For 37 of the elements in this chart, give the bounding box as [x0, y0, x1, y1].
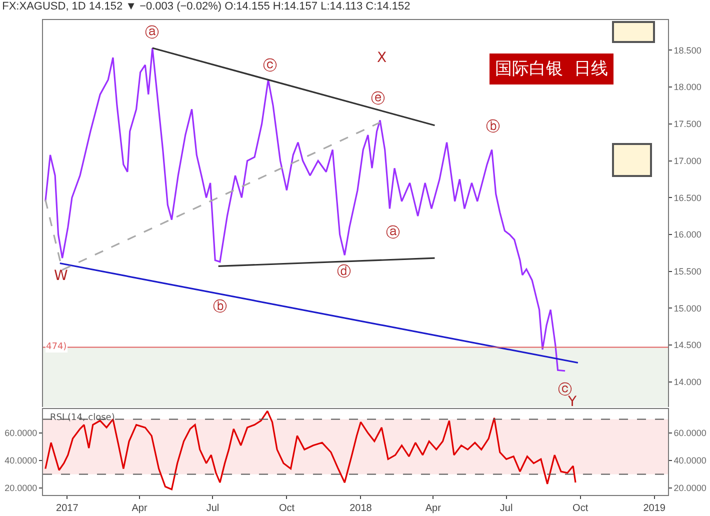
chart-title: FX:XAGUSD, 1D 14.152 ▼ −0.003 (−0.02%) O:14.155 H:14.157 L:14.113 C:14.152: [2, 0, 410, 13]
y-tick-label: 16.500: [674, 192, 702, 203]
annotation: ⓑ: [486, 119, 500, 135]
annotation: ⓐ: [386, 225, 400, 241]
x-tick-label: Jul: [500, 503, 513, 514]
x-tick-label: Apr: [132, 503, 148, 514]
y-tick-label: 17.000: [674, 156, 702, 166]
y-tick-label: 18.000: [674, 82, 702, 92]
y-tick-label: 60.0000: [4, 428, 38, 438]
annotation: Y: [567, 394, 577, 410]
line-series: [44, 47, 566, 372]
y-tick-label: 40.0000: [4, 456, 38, 466]
y-tick-label: 15.000: [674, 303, 702, 314]
y-tick-label: 16.000: [674, 230, 702, 240]
annotation: ⓓ: [337, 264, 351, 280]
annotation: 474): [46, 342, 67, 352]
x-tick-label: 2019: [643, 503, 666, 514]
annotation: ⓔ: [371, 91, 385, 107]
x-tick-label: 2018: [350, 503, 372, 514]
annotation: ⓒ: [263, 58, 277, 74]
y-tick-label: 17.500: [674, 119, 702, 130]
y-tick-label: 20.0000: [4, 483, 38, 494]
line-series: [44, 410, 576, 490]
x-tick-label: Oct: [572, 503, 588, 514]
y-tick-label: 14.500: [674, 340, 702, 350]
y-tick-label: 15.500: [674, 266, 702, 277]
y-tick-label: 18.500: [674, 45, 702, 56]
annotation: X: [377, 50, 387, 66]
annotation: 国际白银 日线: [495, 59, 608, 79]
x-tick-label: Apr: [425, 503, 442, 514]
y-tick-label: 14.000: [674, 377, 702, 388]
annotation: ⓐ: [145, 25, 159, 41]
x-tick-label: Oct: [278, 503, 295, 514]
x-tick-label: Jul: [206, 503, 220, 514]
x-tick-label: 2017: [56, 503, 79, 514]
annotation: W: [54, 268, 68, 284]
annotation: ⓑ: [213, 299, 227, 315]
